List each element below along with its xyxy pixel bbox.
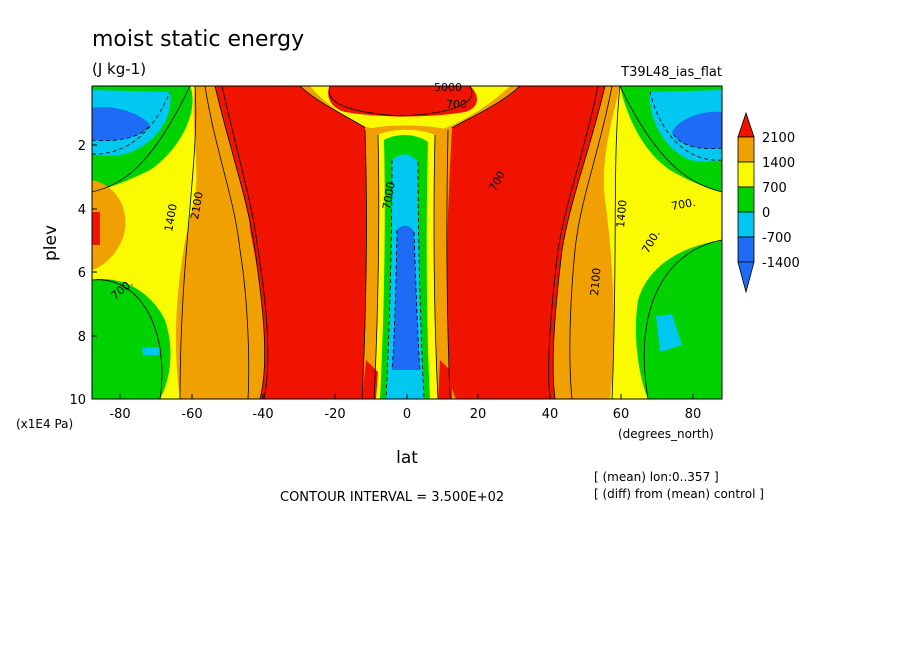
colorbar-label: 1400 <box>762 156 795 171</box>
note-diff-control: [ (diff) from (mean) control ] <box>594 487 764 501</box>
colorbar-swatch <box>737 136 755 163</box>
colorbar-label: 700 <box>762 181 787 196</box>
colorbar-label: 0 <box>762 206 770 221</box>
x-tick-label: -40 <box>252 407 273 422</box>
contour-lines-dashed <box>92 91 722 399</box>
x-tick-label: -20 <box>324 407 345 422</box>
x-tick-label: 80 <box>685 407 702 422</box>
band-cyan-left-spot <box>142 347 160 355</box>
y-tick-label: 6 <box>78 266 86 281</box>
contour-label: 700 <box>446 98 467 111</box>
band-blue-left <box>92 106 150 141</box>
contour-lines <box>92 86 722 399</box>
note-mean-lon: [ (mean) lon:0..357 ] <box>594 470 719 484</box>
contour-label: 2100 <box>188 191 206 221</box>
colorbar-arrow-top <box>737 111 755 138</box>
band-green-right-low <box>635 240 722 399</box>
run-label: T39L48_ias_flat <box>620 65 722 80</box>
contour-label: 1400 <box>614 199 629 228</box>
x-tick-label: -60 <box>181 407 202 422</box>
colorbar-label: -700 <box>762 231 792 246</box>
band-red-upper-jet <box>328 86 477 117</box>
y-axis: 2 4 6 8 10 <box>69 139 86 408</box>
y-axis-units: (x1E4 Pa) <box>16 417 73 431</box>
contour-label: 7000 <box>380 181 398 211</box>
contour-label: 700. <box>670 196 696 213</box>
x-tick-label: 20 <box>470 407 487 422</box>
contour-label: 2100 <box>588 267 603 296</box>
x-tick-label: 0 <box>403 407 411 422</box>
heatmap-field <box>92 86 722 399</box>
band-red-wedge-left <box>362 360 378 399</box>
tick-marks <box>92 144 694 400</box>
plot-area: 2100 1400 700 700. 700 2100 1400 700. 70… <box>16 81 723 468</box>
y-tick-label: 8 <box>78 330 86 345</box>
colorbar-swatch <box>737 236 755 263</box>
band-cyan-right-spot <box>656 314 682 352</box>
band-blue-right <box>672 111 722 149</box>
contour-label: 1400 <box>162 203 180 233</box>
band-red-core-right <box>446 86 605 399</box>
x-tick-label: -80 <box>109 407 130 422</box>
x-tick-label: 60 <box>613 407 630 422</box>
colorbar-swatch <box>737 161 755 188</box>
x-axis-units: (degrees_north) <box>618 427 714 441</box>
chart-units: (J kg-1) <box>92 60 146 78</box>
band-blue-equator <box>392 225 420 370</box>
contour-interval-text: CONTOUR INTERVAL = 3.500E+02 <box>280 490 504 505</box>
colorbar-swatch <box>737 186 755 213</box>
x-axis-label: lat <box>396 448 418 468</box>
y-tick-label: 10 <box>69 393 86 408</box>
band-red-core-left-inner <box>245 148 365 399</box>
y-axis-label: plev <box>41 225 61 261</box>
colorbar-arrow-bottom <box>737 261 755 294</box>
band-orange-left <box>92 180 126 270</box>
band-red-wedge-right <box>438 360 452 399</box>
x-axis: -80 -60 -40 -20 0 20 40 60 80 <box>109 407 701 422</box>
band-red-left-edge <box>92 212 100 245</box>
y-tick-label: 2 <box>78 139 86 154</box>
contour-label: 5000 <box>434 81 462 94</box>
y-tick-label: 4 <box>78 203 86 218</box>
colorbar-label: 2100 <box>762 131 795 146</box>
colorbar-swatch <box>737 211 755 238</box>
x-tick-label: 40 <box>542 407 559 422</box>
band-green-left-low <box>92 279 171 399</box>
colorbar-label: -1400 <box>762 256 800 271</box>
chart-title: moist static energy <box>92 27 304 52</box>
colorbar: 2100 1400 700 0 -700 -1400 <box>737 111 800 294</box>
